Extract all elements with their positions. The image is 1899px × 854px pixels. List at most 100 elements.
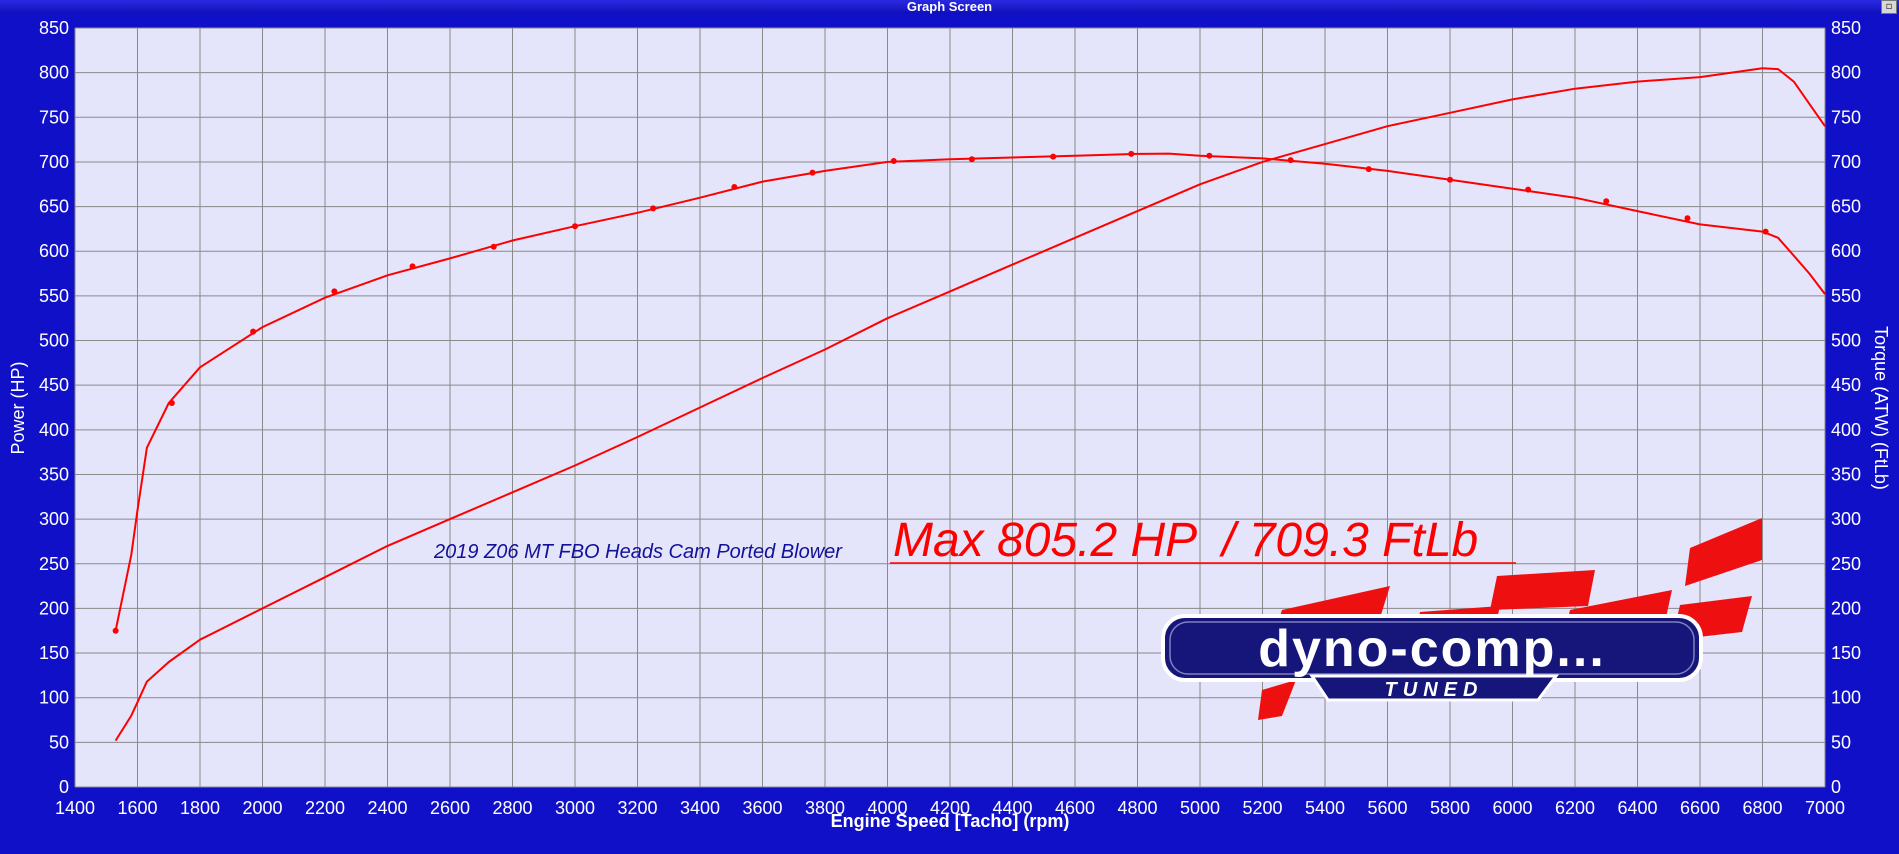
- curve-marker: [168, 400, 175, 407]
- curve-marker: [572, 223, 578, 230]
- x-axis-label: Engine Speed [Tacho] (rpm): [831, 811, 1070, 831]
- x-tick-label: 3800: [805, 798, 845, 818]
- y2-tick-label: 350: [1831, 464, 1861, 484]
- logo-flag-stripe: [1685, 518, 1762, 586]
- y-right-tick-labels: 0 50 100 150 200 250 300 350 400 450 500 550 600 650 7…: [1831, 18, 1861, 797]
- x-tick-label: 5200: [1242, 798, 1282, 818]
- y2-tick-label: 550: [1831, 286, 1861, 306]
- y2-tick-label: 850: [1831, 18, 1861, 38]
- x-tick-label: 3200: [617, 798, 657, 818]
- curve-marker: [490, 243, 497, 250]
- y2-tick-label: 500: [1831, 331, 1861, 351]
- x-tick-label: 6400: [1617, 798, 1657, 818]
- y2-tick-label: 50: [1831, 732, 1851, 752]
- y-tick-label: 800: [39, 63, 69, 83]
- logo-plate-inner: [1169, 621, 1695, 675]
- y2-tick-label: 450: [1831, 375, 1861, 395]
- y-tick-label: 650: [39, 197, 69, 217]
- curve-marker: [112, 627, 119, 634]
- curve-marker: [1287, 157, 1294, 164]
- x-tick-labels: 1400 1600 1800 2000 2200 2400 2600 2800 3000 3200…: [55, 798, 1845, 818]
- x-tick-label: 2800: [492, 798, 532, 818]
- x-tick-label: 4600: [1055, 798, 1095, 818]
- y-tick-label: 550: [39, 286, 69, 306]
- x-tick-label: 1800: [180, 798, 220, 818]
- y-tick-label: 0: [59, 777, 69, 797]
- y-tick-label: 150: [39, 643, 69, 663]
- y-right-axis-label: Torque (ATW) (FtLb): [1871, 326, 1891, 490]
- y-tick-label: 500: [39, 331, 69, 351]
- y-tick-label: 250: [39, 554, 69, 574]
- curve-marker: [968, 156, 975, 163]
- max-summary: Max 805.2 HP / 709.3 FtLb: [893, 514, 1478, 567]
- y-tick-label: 450: [39, 375, 69, 395]
- y2-tick-label: 700: [1831, 152, 1861, 172]
- window-close-button[interactable]: ▫: [1881, 0, 1897, 14]
- x-tick-label: 3400: [680, 798, 720, 818]
- curve-marker: [809, 169, 816, 176]
- y2-tick-label: 300: [1831, 509, 1861, 529]
- curve-marker: [1050, 153, 1057, 160]
- dyno-graph: 1400 1600 1800 2000 2200 2400 2600 2800 3000 3200…: [8, 18, 1891, 831]
- curve-marker: [1447, 176, 1453, 183]
- x-tick-label: 3600: [742, 798, 782, 818]
- logo-subtext: TUNED: [1385, 679, 1484, 701]
- curve-marker: [409, 263, 416, 270]
- y-tick-label: 100: [39, 688, 69, 708]
- x-tick-label: 2000: [242, 798, 282, 818]
- x-tick-label: 7000: [1805, 798, 1845, 818]
- y2-tick-label: 200: [1831, 598, 1861, 618]
- power-curve: [114, 67, 1826, 742]
- dyno-comp-logo: dyno-comp... TUNED: [1161, 518, 1762, 720]
- y-tick-label: 700: [39, 152, 69, 172]
- x-tick-label: 5400: [1305, 798, 1345, 818]
- x-tick-label: 4200: [930, 798, 970, 818]
- x-tick-label: 1400: [55, 798, 95, 818]
- x-tick-label: 6200: [1555, 798, 1595, 818]
- curve-marker: [1206, 152, 1213, 159]
- y-tick-label: 850: [39, 18, 69, 38]
- y2-tick-label: 150: [1831, 643, 1861, 663]
- y-tick-label: 50: [49, 732, 69, 752]
- logo-flag-stripe: [1258, 680, 1296, 720]
- y2-tick-label: 0: [1831, 777, 1841, 797]
- y2-tick-label: 750: [1831, 107, 1861, 127]
- window-titlebar: Graph Screen ▫: [0, 0, 1899, 14]
- x-tick-label: 3000: [555, 798, 595, 818]
- x-tick-label: 5000: [1180, 798, 1220, 818]
- curve-marker: [1128, 150, 1135, 157]
- y-tick-label: 350: [39, 464, 69, 484]
- x-tick-label: 5800: [1430, 798, 1470, 818]
- x-tick-label: 6600: [1680, 798, 1720, 818]
- curve-marker: [731, 183, 738, 190]
- y-tick-label: 400: [39, 420, 69, 440]
- x-tick-label: 4800: [1117, 798, 1157, 818]
- y2-tick-label: 400: [1831, 420, 1861, 440]
- curve-marker: [1762, 228, 1769, 235]
- curve-marker: [1603, 198, 1610, 205]
- y-tick-label: 600: [39, 241, 69, 261]
- y-left-axis-label: Power (HP): [8, 361, 28, 454]
- x-tick-label: 4400: [992, 798, 1032, 818]
- curve-marker: [890, 158, 897, 165]
- y-tick-label: 300: [39, 509, 69, 529]
- y2-tick-label: 100: [1831, 688, 1861, 708]
- logo-text: dyno-comp...: [1258, 620, 1606, 678]
- y2-tick-label: 600: [1831, 241, 1861, 261]
- y-tick-label: 750: [39, 107, 69, 127]
- x-tick-label: 2600: [430, 798, 470, 818]
- logo-subplate: [1309, 674, 1559, 702]
- x-tick-label: 6000: [1492, 798, 1532, 818]
- curve-marker: [250, 328, 257, 335]
- curve-marker: [1684, 215, 1691, 222]
- x-tick-label: 2400: [367, 798, 407, 818]
- y2-tick-label: 650: [1831, 197, 1861, 217]
- y-tick-label: 200: [39, 598, 69, 618]
- logo-flag-stripe: [1490, 570, 1595, 610]
- window-title: Graph Screen: [906, 0, 993, 14]
- y2-tick-label: 800: [1831, 63, 1861, 83]
- x-tick-label: 5600: [1367, 798, 1407, 818]
- x-tick-label: 1600: [117, 798, 157, 818]
- x-tick-label: 6800: [1742, 798, 1782, 818]
- curve-marker: [1365, 166, 1372, 173]
